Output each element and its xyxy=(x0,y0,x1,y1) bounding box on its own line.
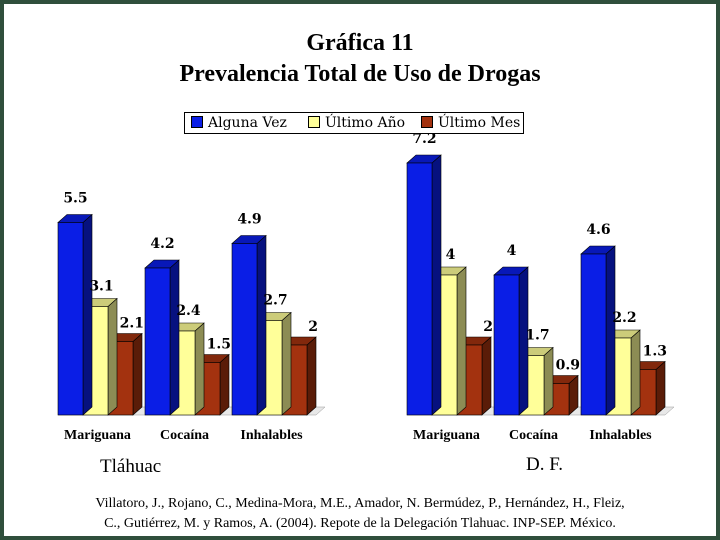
data-label-ultimo-ano-2: 2.7 xyxy=(263,293,287,309)
data-label-alguna-vez-0: 7.2 xyxy=(412,131,436,147)
bar-side-ultimo-ano-2 xyxy=(630,329,641,416)
bar-side-alguna-vez-0 xyxy=(82,213,93,416)
category-label-2: Inhalables xyxy=(240,428,303,443)
category-label-0: Mariguana xyxy=(64,428,131,443)
bar-front-alguna-vez-0 xyxy=(57,222,84,416)
data-label-ultimo-mes-1: 1.5 xyxy=(207,337,231,353)
bar-side-ultimo-mes-1 xyxy=(219,353,230,416)
data-label-ultimo-ano-1: 2.4 xyxy=(176,303,201,319)
category-label-1: Cocaína xyxy=(509,428,558,443)
data-label-alguna-vez-1: 4.2 xyxy=(150,236,174,252)
chart-legend: Alguna Vez Último Año Último Mes xyxy=(184,112,524,134)
data-label-alguna-vez-2: 4.9 xyxy=(237,212,261,228)
category-label-1: Cocaína xyxy=(160,428,209,443)
bar-alguna-vez-0 xyxy=(406,154,442,416)
bar-alguna-vez-1 xyxy=(493,266,529,416)
data-label-ultimo-mes-2: 2 xyxy=(308,319,318,335)
data-label-ultimo-ano-1: 1.7 xyxy=(525,328,549,344)
legend-label-ultimo-mes: Último Mes xyxy=(438,115,521,131)
citation-line-1: Villatoro, J., Rojano, C., Medina-Mora, … xyxy=(95,496,625,511)
data-label-alguna-vez-1: 4 xyxy=(507,243,517,259)
legend-label-alguna-vez: Alguna Vez xyxy=(208,115,287,131)
legend-label-ultimo-ano: Último Año xyxy=(325,115,406,131)
data-label-ultimo-ano-0: 4 xyxy=(446,247,456,263)
bar-alguna-vez-2 xyxy=(580,245,616,416)
data-label-alguna-vez-0: 5.5 xyxy=(63,191,87,207)
title-line-2: Prevalencia Total de Uso de Drogas xyxy=(179,61,541,87)
data-label-ultimo-mes-0: 2.1 xyxy=(120,316,144,332)
data-label-ultimo-ano-0: 3.1 xyxy=(89,279,113,295)
bar-side-ultimo-mes-2 xyxy=(306,336,317,416)
bar-side-ultimo-ano-2 xyxy=(281,311,292,416)
bar-side-alguna-vez-2 xyxy=(256,234,267,416)
legend-swatch-ultimo-mes xyxy=(421,116,433,128)
legend-item-ultimo-mes: Último Mes xyxy=(421,115,520,131)
data-label-alguna-vez-2: 4.6 xyxy=(586,222,610,238)
bar-front-alguna-vez-2 xyxy=(231,243,258,416)
bar-front-alguna-vez-0 xyxy=(406,162,433,416)
data-label-ultimo-mes-0: 2 xyxy=(483,319,493,335)
bar-side-ultimo-ano-1 xyxy=(543,346,554,416)
category-label-0: Mariguana xyxy=(413,428,480,443)
bar-side-ultimo-mes-2 xyxy=(655,360,666,416)
legend-swatch-ultimo-ano xyxy=(308,116,320,128)
legend-swatch-alguna-vez xyxy=(191,116,203,128)
chart-panel-2: 7.2 4 2 Mariguana 4 1.7 0.9 Cocaína 4.6 2.2 1.3 Inh… xyxy=(406,131,675,443)
bar-ultimo-mes-2 xyxy=(630,360,666,416)
chart-title: Gráfica 11 Prevalencia Total de Uso de D… xyxy=(0,28,720,90)
citation: Villatoro, J., Rojano, C., Medina-Mora, … xyxy=(20,494,700,534)
legend-item-ultimo-ano: Último Año xyxy=(308,115,405,131)
bar-side-ultimo-mes-0 xyxy=(481,336,492,416)
bar-side-ultimo-ano-0 xyxy=(456,266,467,416)
panel-label-df: D. F. xyxy=(526,454,564,475)
bar-side-alguna-vez-1 xyxy=(169,259,180,416)
bar-alguna-vez-2 xyxy=(231,234,267,416)
bar-front-alguna-vez-1 xyxy=(144,267,171,416)
bar-alguna-vez-1 xyxy=(144,259,180,416)
bar-side-ultimo-mes-0 xyxy=(132,332,143,416)
chart-panel-1: 5.5 3.1 2.1 Mariguana 4.2 2.4 1.5 Cocaína 4.9 2.7… xyxy=(57,191,326,443)
bar-front-alguna-vez-1 xyxy=(493,274,520,416)
bar-side-alguna-vez-0 xyxy=(431,154,442,416)
bar-front-alguna-vez-2 xyxy=(580,253,607,416)
bar-side-alguna-vez-2 xyxy=(605,245,616,416)
category-label-2: Inhalables xyxy=(589,428,652,443)
data-label-ultimo-mes-1: 0.9 xyxy=(556,358,580,374)
panel-label-tlahuac: Tláhuac xyxy=(100,456,162,477)
data-label-ultimo-mes-2: 1.3 xyxy=(643,344,667,360)
data-label-ultimo-ano-2: 2.2 xyxy=(612,310,636,326)
bar-side-ultimo-ano-1 xyxy=(194,322,205,416)
bar-alguna-vez-0 xyxy=(57,213,93,416)
legend-item-alguna-vez: Alguna Vez xyxy=(191,115,287,131)
citation-line-2: C., Gutiérrez, M. y Ramos, A. (2004). Re… xyxy=(104,516,616,531)
title-line-1: Gráfica 11 xyxy=(306,30,414,56)
bar-side-ultimo-ano-0 xyxy=(107,297,118,416)
